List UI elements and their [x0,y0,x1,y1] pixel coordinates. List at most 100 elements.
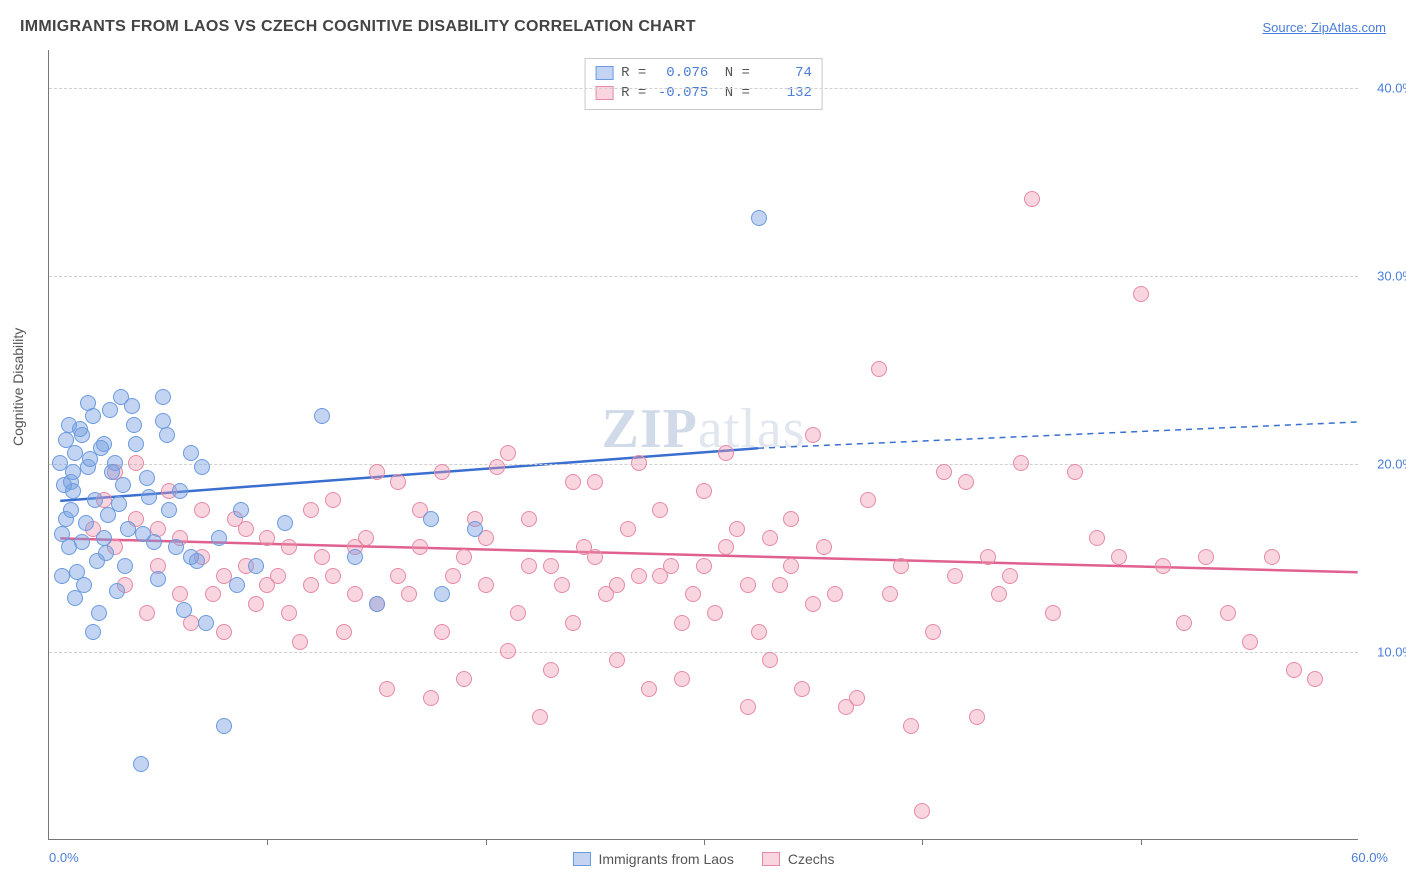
scatter-point-czechs [762,652,778,668]
scatter-point-czechs [718,445,734,461]
scatter-point-czechs [478,530,494,546]
scatter-point-czechs [510,605,526,621]
scatter-point-czechs [500,445,516,461]
scatter-point-laos [248,558,264,574]
scatter-point-czechs [631,568,647,584]
scatter-point-laos [61,539,77,555]
scatter-point-laos [135,526,151,542]
scatter-point-laos [109,583,125,599]
scatter-point-czechs [893,558,909,574]
scatter-point-laos [58,432,74,448]
scatter-point-laos [74,427,90,443]
scatter-point-czechs [783,511,799,527]
scatter-point-laos [277,515,293,531]
scatter-point-laos [93,440,109,456]
n-value-czechs: 132 [758,83,812,103]
scatter-point-laos [69,564,85,580]
scatter-point-czechs [401,586,417,602]
scatter-point-laos [194,459,210,475]
gridline [49,88,1358,89]
scatter-point-czechs [358,530,374,546]
scatter-point-laos [133,756,149,772]
title-bar: IMMIGRANTS FROM LAOS VS CZECH COGNITIVE … [20,18,1386,36]
y-tick-label: 40.0% [1377,80,1406,95]
scatter-point-czechs [521,511,537,527]
scatter-point-laos [369,596,385,612]
scatter-point-laos [120,521,136,537]
scatter-point-czechs [194,502,210,518]
r-value-czechs: -0.075 [654,83,708,103]
scatter-point-laos [96,436,112,452]
scatter-point-laos [434,586,450,602]
scatter-point-laos [74,534,90,550]
scatter-point-laos [146,534,162,550]
x-axis-min-label: 0.0% [49,850,79,865]
scatter-point-laos [117,558,133,574]
scatter-point-czechs [762,530,778,546]
scatter-point-czechs [1220,605,1236,621]
scatter-point-czechs [216,568,232,584]
scatter-point-czechs [172,530,188,546]
gridline [49,276,1358,277]
scatter-point-czechs [609,577,625,593]
scatter-point-laos [65,464,81,480]
scatter-point-czechs [707,605,723,621]
scatter-point-czechs [1024,191,1040,207]
gridline [49,464,1358,465]
scatter-point-czechs [238,558,254,574]
scatter-point-czechs [456,549,472,565]
scatter-point-czechs [925,624,941,640]
scatter-point-czechs [303,577,319,593]
scatter-point-czechs [270,568,286,584]
source-link[interactable]: Source: ZipAtlas.com [1262,20,1386,35]
scatter-point-laos [63,502,79,518]
scatter-point-czechs [674,615,690,631]
scatter-point-czechs [1307,671,1323,687]
scatter-point-laos [113,389,129,405]
scatter-point-czechs [489,459,505,475]
scatter-point-czechs [238,521,254,537]
scatter-point-laos [89,553,105,569]
scatter-point-czechs [303,502,319,518]
scatter-point-czechs [751,624,767,640]
scatter-point-laos [161,502,177,518]
scatter-point-laos [189,553,205,569]
scatter-point-czechs [696,558,712,574]
scatter-point-laos [67,590,83,606]
scatter-point-laos [72,421,88,437]
scatter-point-laos [155,389,171,405]
y-tick-label: 20.0% [1377,456,1406,471]
scatter-point-laos [183,549,199,565]
scatter-point-czechs [150,521,166,537]
x-tick [267,839,268,845]
scatter-point-laos [58,511,74,527]
scatter-point-laos [128,436,144,452]
scatter-point-czechs [685,586,701,602]
gridline [49,652,1358,653]
scatter-point-czechs [903,718,919,734]
scatter-point-czechs [194,549,210,565]
y-tick-label: 10.0% [1377,644,1406,659]
scatter-point-czechs [139,605,155,621]
scatter-point-czechs [281,605,297,621]
plot-area: ZIPatlas R = 0.076 N = 74 R = -0.075 N =… [48,50,1358,840]
scatter-point-czechs [292,634,308,650]
y-tick-label: 30.0% [1377,268,1406,283]
scatter-point-czechs [445,568,461,584]
x-tick [486,839,487,845]
scatter-point-czechs [696,483,712,499]
scatter-point-laos [168,539,184,555]
scatter-point-czechs [390,474,406,490]
scatter-point-czechs [85,521,101,537]
scatter-point-laos [54,568,70,584]
scatter-point-czechs [914,803,930,819]
scatter-point-czechs [347,539,363,555]
scatter-point-czechs [183,615,199,631]
scatter-point-czechs [783,558,799,574]
n-value-laos: 74 [758,63,812,83]
scatter-point-laos [85,624,101,640]
scatter-point-laos [65,483,81,499]
scatter-point-laos [141,489,157,505]
scatter-point-czechs [860,492,876,508]
scatter-point-czechs [1286,662,1302,678]
